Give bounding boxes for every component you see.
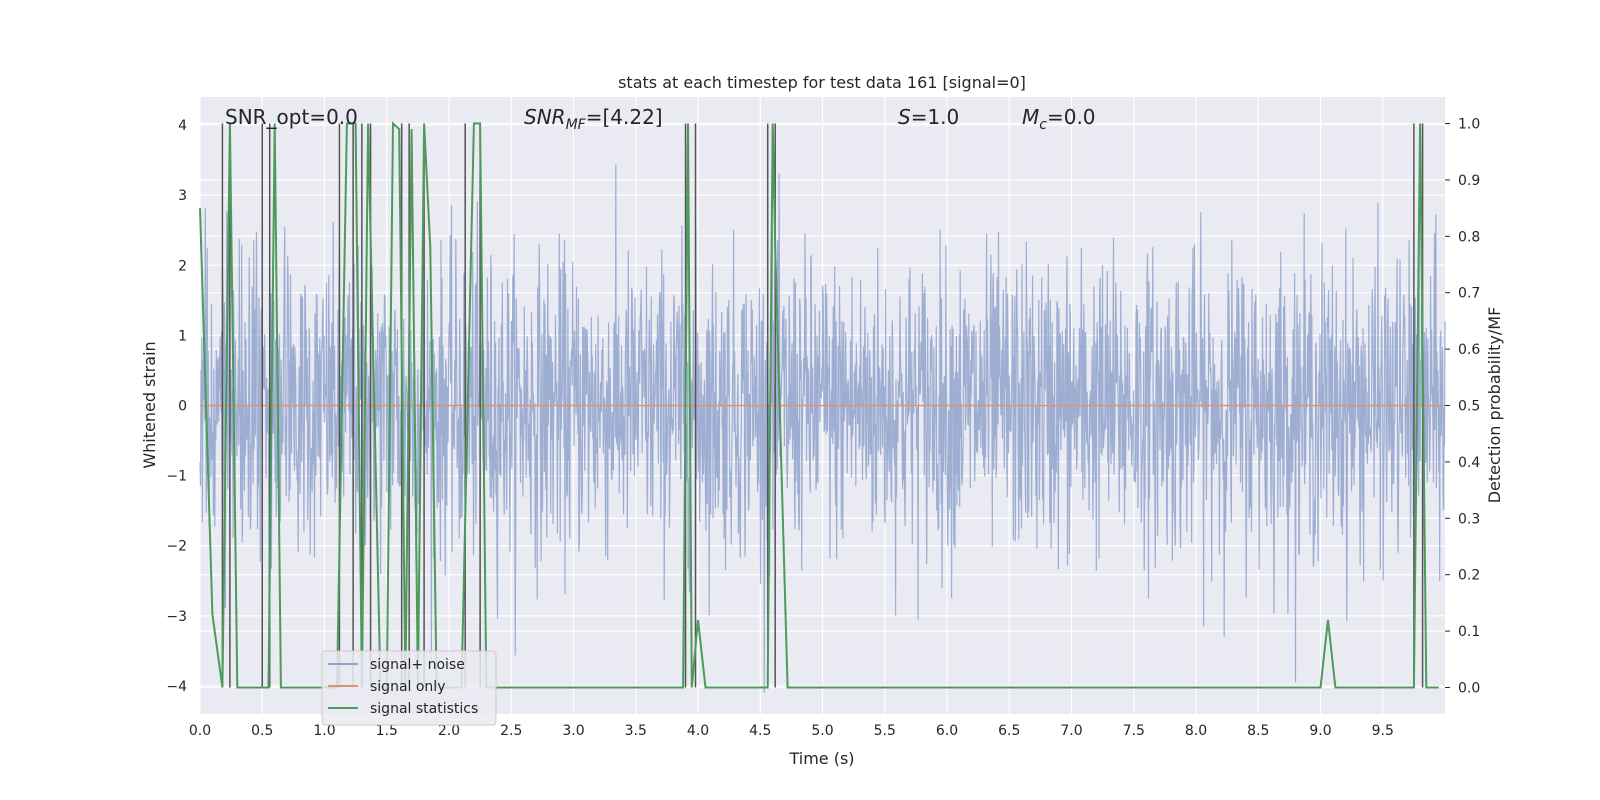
annotation-mc-main: M xyxy=(1022,105,1039,129)
y-tick-labels: 4 3 2 1 0 −1 −2 −3 −4 xyxy=(166,118,187,695)
annotation-s: S=1.0 xyxy=(898,105,959,129)
y2-tick-label: 0.4 xyxy=(1458,455,1480,471)
x-tick-label: 1.0 xyxy=(313,723,335,739)
annotation-snr-mf-sub: MF xyxy=(566,117,587,133)
y2-tick-label: 0.0 xyxy=(1458,680,1480,696)
x-tick-label: 9.0 xyxy=(1309,723,1331,739)
y-tick-label: 1 xyxy=(178,328,187,344)
x-tick-label: 2.0 xyxy=(438,723,460,739)
x-tick-label: 8.5 xyxy=(1247,723,1269,739)
y-tick-label: 0 xyxy=(178,399,187,415)
x-tick-label: 7.5 xyxy=(1123,723,1145,739)
x-tick-label: 3.0 xyxy=(562,723,584,739)
y-tick-label: 4 xyxy=(178,118,187,134)
y2-tick-label: 0.5 xyxy=(1458,399,1480,415)
x-tick-label: 4.0 xyxy=(687,723,709,739)
y-tick-label: −2 xyxy=(166,539,187,555)
legend-label-stats: signal statistics xyxy=(370,701,478,717)
y-tick-label: −3 xyxy=(166,609,187,625)
annotation-mc: Mc=0.0 xyxy=(1022,105,1096,133)
x-axis-label: Time (s) xyxy=(788,749,854,768)
x-tick-label: 0.5 xyxy=(251,723,273,739)
y2-axis-label: Detection probability/MF xyxy=(1485,307,1504,504)
x-tick-label: 0.0 xyxy=(189,723,211,739)
y-tick-label: 3 xyxy=(178,188,187,204)
annotation-snr-opt: SNR_opt=0.0 xyxy=(225,105,358,129)
y-tick-label: −1 xyxy=(166,469,187,485)
legend-label-noise: signal+ noise xyxy=(370,657,465,673)
y2-tick-label: 0.6 xyxy=(1458,342,1480,358)
stats-series xyxy=(199,121,1439,689)
y2-tick-label: 0.3 xyxy=(1458,511,1480,527)
legend-box xyxy=(321,650,497,726)
y2-tick-label: 0.2 xyxy=(1458,568,1480,584)
y-tick-label: −4 xyxy=(166,679,187,695)
x-tick-label: 5.0 xyxy=(811,723,833,739)
x-tick-labels: 0.0 0.5 1.0 1.5 2.0 2.5 3.0 3.5 4.0 4.5 5.0 5.5 6.0 6… xyxy=(189,723,1394,739)
x-tick-label: 9.5 xyxy=(1372,723,1394,739)
chart-title: stats at each timestep for test data 161… xyxy=(618,73,1026,92)
annotation-s-main: S xyxy=(898,105,911,129)
annotation-mc-rest: =0.0 xyxy=(1047,105,1096,129)
stats-line xyxy=(199,121,1439,689)
y-tick-label: 2 xyxy=(178,258,187,274)
x-tick-label: 6.5 xyxy=(998,723,1020,739)
legend: signal+ noise signal only signal statist… xyxy=(321,650,497,726)
x-tick-label: 7.0 xyxy=(1060,723,1082,739)
y2-tick-label: 0.7 xyxy=(1458,286,1480,302)
x-tick-label: 1.5 xyxy=(376,723,398,739)
y2-tick-label: 0.8 xyxy=(1458,229,1480,245)
annotation-snr-mf-main: SNR xyxy=(524,105,566,129)
y2-tick-label: 0.9 xyxy=(1458,173,1480,189)
x-tick-label: 4.5 xyxy=(749,723,771,739)
x-tick-label: 3.5 xyxy=(625,723,647,739)
annotation-snr-mf: SNRMF=[4.22] xyxy=(524,105,663,133)
y2-tick-label: 1.0 xyxy=(1458,117,1480,133)
x-tick-label: 5.5 xyxy=(874,723,896,739)
x-tick-label: 2.5 xyxy=(500,723,522,739)
legend-label-signal-only: signal only xyxy=(370,679,445,695)
y2-tick-label: 0.1 xyxy=(1458,624,1480,640)
y-axis-label: Whitened strain xyxy=(140,341,159,468)
annotation-mc-sub: c xyxy=(1039,117,1047,133)
annotation-snr-mf-rest: =[4.22] xyxy=(586,105,663,129)
annotation-s-rest: =1.0 xyxy=(911,105,960,129)
x-tick-label: 6.0 xyxy=(936,723,958,739)
y2-tick-labels: 1.0 0.9 0.8 0.7 0.6 0.5 0.4 0.3 0.2 0.1 0.0 xyxy=(1445,117,1480,696)
x-tick-label: 8.0 xyxy=(1185,723,1207,739)
